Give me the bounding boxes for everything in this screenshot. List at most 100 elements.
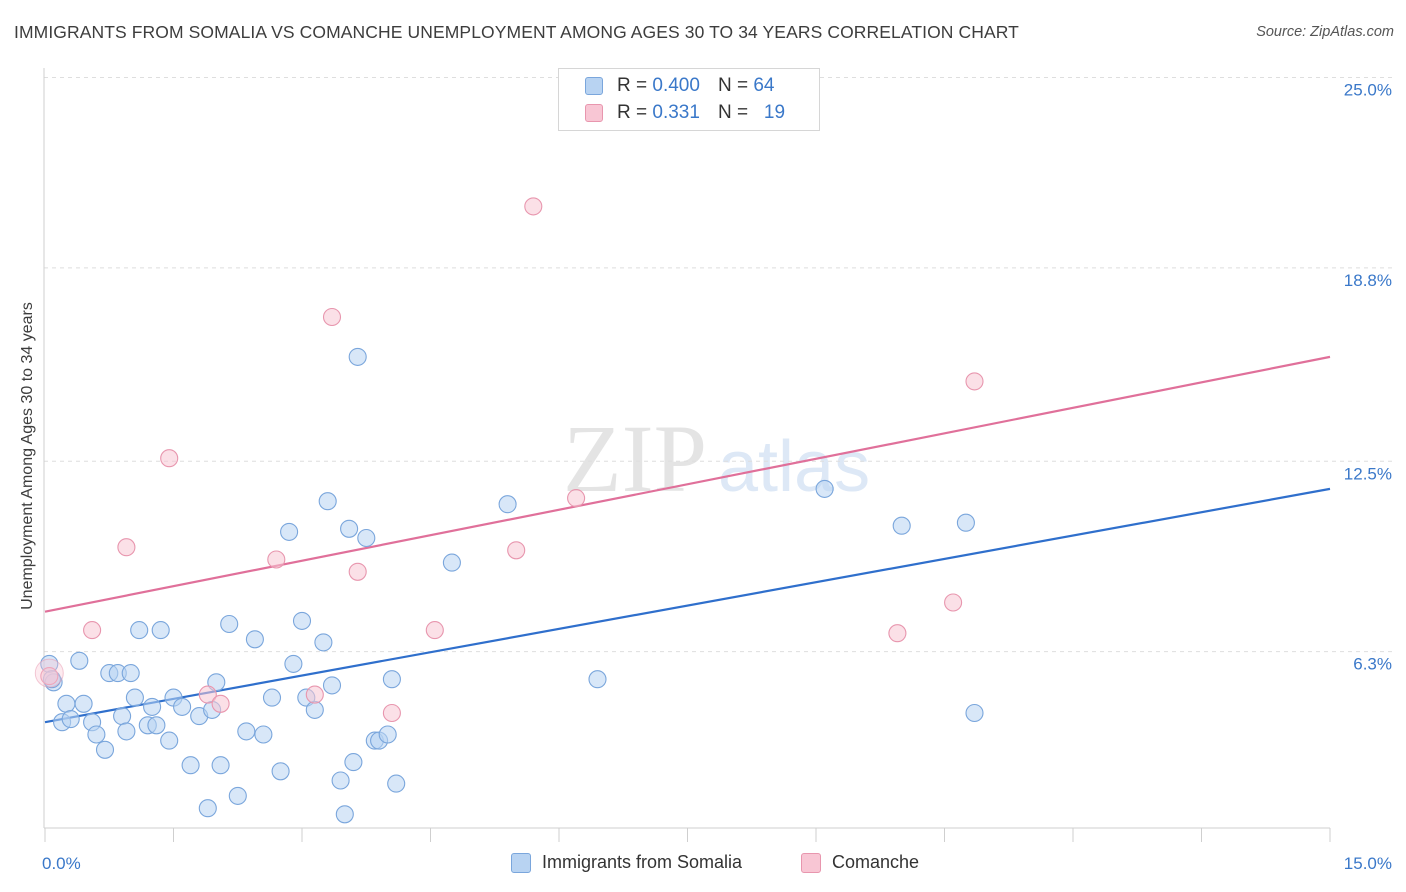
x-tick-label: 15.0% xyxy=(1344,854,1392,873)
point-comanche xyxy=(305,685,324,704)
point-somalia xyxy=(292,611,312,630)
point-somalia xyxy=(207,673,226,692)
point-somalia xyxy=(344,753,363,772)
trend-lines xyxy=(44,355,1331,724)
point-cluster xyxy=(34,658,64,688)
point-comanche xyxy=(567,489,586,508)
point-somalia xyxy=(57,694,76,713)
r-value-comanche: 0.331 xyxy=(652,102,700,123)
data-points xyxy=(34,105,984,824)
point-somalia xyxy=(198,799,217,818)
point-somalia xyxy=(95,740,115,759)
y-tick-label: 25.0% xyxy=(1344,81,1392,100)
point-comanche xyxy=(944,593,963,612)
point-somalia xyxy=(70,651,89,670)
point-somalia xyxy=(220,614,239,634)
point-somalia xyxy=(130,621,149,640)
point-somalia xyxy=(87,725,106,744)
n-label: N = xyxy=(717,102,749,123)
chart-title: IMMIGRANTS FROM SOMALIA VS COMANCHE UNEM… xyxy=(14,22,1019,42)
point-somalia xyxy=(331,771,350,790)
legend-swatch-comanche xyxy=(801,852,821,873)
axes xyxy=(43,68,1331,842)
point-somalia xyxy=(160,731,179,750)
n-value-comanche: 19 xyxy=(763,102,786,123)
point-somalia xyxy=(147,716,166,735)
point-somalia xyxy=(318,492,337,511)
legend-swatch-somalia xyxy=(585,77,603,95)
point-comanche xyxy=(198,685,217,704)
trend-line-somalia xyxy=(44,487,1331,724)
legend-row-comanche: R = 0.331 N = 19 xyxy=(585,100,785,126)
source-attribution: Source: ZipAtlas.com xyxy=(1256,24,1394,40)
point-somalia xyxy=(113,707,132,726)
point-somalia xyxy=(262,688,282,707)
point-somalia xyxy=(442,553,461,572)
point-somalia xyxy=(956,513,975,532)
point-somalia xyxy=(61,710,80,729)
point-comanche xyxy=(507,541,526,560)
point-comanche xyxy=(348,562,367,581)
legend-row-somalia: R = 0.400 N = 64 xyxy=(585,73,774,99)
legend-label-comanche: Comanche xyxy=(832,852,920,872)
point-somalia xyxy=(335,805,354,824)
point-somalia xyxy=(357,528,376,548)
point-somalia xyxy=(284,654,303,673)
legend-item-somalia[interactable]: Immigrants from Somalia xyxy=(511,852,742,873)
watermark-atlas: atlas xyxy=(718,427,870,507)
point-somalia xyxy=(211,756,230,775)
x-tick-label: 0.0% xyxy=(42,854,81,873)
point-somalia xyxy=(237,722,256,741)
legend-item-comanche[interactable]: Comanche xyxy=(801,852,919,873)
point-somalia xyxy=(387,774,406,793)
point-somalia xyxy=(314,633,333,652)
r-value-somalia: 0.400 xyxy=(652,75,700,96)
point-somalia xyxy=(305,700,324,719)
series-legend: Immigrants from Somalia Comanche xyxy=(0,852,1406,878)
point-somalia xyxy=(181,756,200,775)
y-tick-label: 18.8% xyxy=(1344,271,1392,290)
point-somalia xyxy=(340,519,359,538)
point-comanche xyxy=(965,372,984,391)
r-label: R = xyxy=(617,102,648,123)
point-somalia xyxy=(271,762,290,781)
point-somalia xyxy=(378,725,397,744)
point-comanche xyxy=(83,621,102,640)
point-somalia xyxy=(280,522,299,541)
trend-line-comanche xyxy=(44,355,1331,613)
point-somalia xyxy=(892,516,911,535)
legend-swatch-somalia xyxy=(511,852,531,873)
point-comanche xyxy=(382,703,401,723)
point-comanche xyxy=(524,197,543,216)
point-somalia xyxy=(815,479,834,498)
point-comanche xyxy=(40,667,59,686)
point-comanche xyxy=(425,621,444,640)
point-somalia xyxy=(143,697,162,716)
point-somalia xyxy=(151,621,170,640)
n-label: N = xyxy=(717,75,749,96)
correlation-legend: R = 0.400 N = 64 R = 0.331 N = 19 xyxy=(558,68,820,131)
point-somalia xyxy=(588,670,607,689)
point-somalia xyxy=(245,630,264,649)
point-comanche xyxy=(160,449,179,468)
point-somalia xyxy=(74,694,93,713)
point-somalia xyxy=(228,786,247,805)
n-value-somalia: 64 xyxy=(753,75,775,96)
point-somalia xyxy=(173,697,192,716)
point-somalia xyxy=(117,722,136,741)
legend-label-somalia: Immigrants from Somalia xyxy=(542,852,743,872)
point-somalia xyxy=(254,725,273,744)
point-somalia xyxy=(121,664,140,683)
point-somalia xyxy=(382,670,401,689)
tick-labels: 6.3% 12.5% 18.8% 25.0% 0.0% 15.0% xyxy=(42,81,1392,874)
point-somalia xyxy=(498,495,517,514)
legend-swatch-comanche xyxy=(585,104,603,122)
point-somalia xyxy=(125,688,144,707)
point-somalia xyxy=(348,347,367,366)
y-tick-label: 12.5% xyxy=(1344,464,1392,483)
point-comanche xyxy=(322,307,342,327)
y-tick-label: 6.3% xyxy=(1353,655,1392,674)
point-comanche xyxy=(267,550,286,569)
point-somalia xyxy=(322,676,342,695)
